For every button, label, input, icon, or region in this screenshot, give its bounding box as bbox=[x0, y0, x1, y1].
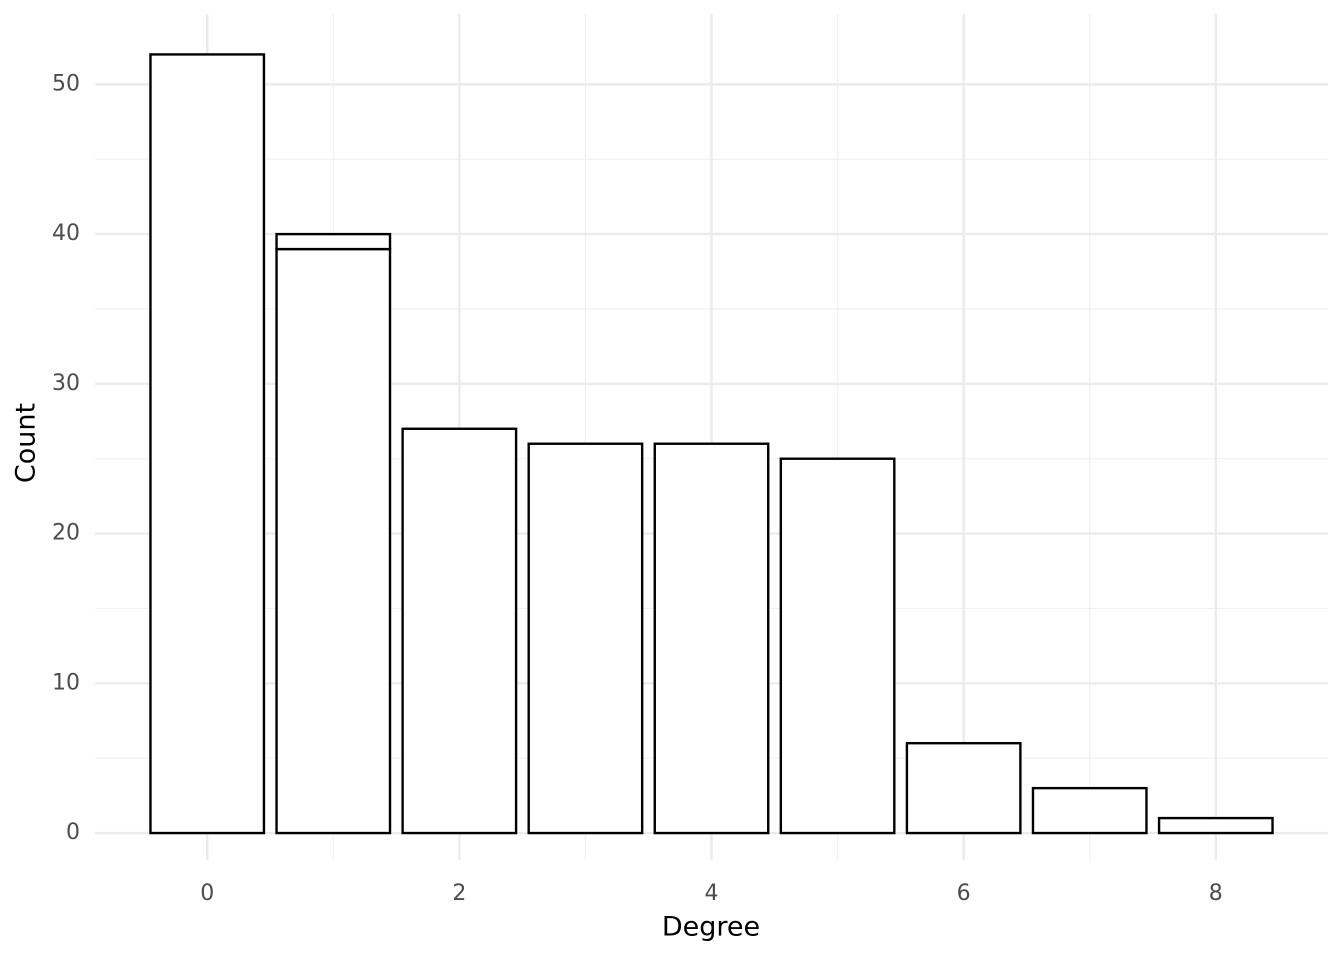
y-tick-label: 20 bbox=[52, 521, 80, 546]
x-axis-title: Degree bbox=[662, 912, 760, 943]
y-tick-label: 30 bbox=[52, 371, 80, 396]
bar bbox=[527, 442, 644, 835]
y-tick-label: 40 bbox=[52, 221, 80, 246]
bar bbox=[1157, 816, 1274, 835]
y-axis-title: Count bbox=[11, 403, 42, 483]
y-tick-label: 50 bbox=[52, 71, 80, 96]
x-tick-label: 2 bbox=[452, 881, 466, 906]
bar bbox=[905, 742, 1022, 835]
bar bbox=[275, 232, 392, 251]
bar bbox=[149, 53, 266, 835]
bar bbox=[779, 457, 896, 835]
y-tick-label: 0 bbox=[66, 820, 80, 845]
bar bbox=[401, 427, 518, 835]
bar bbox=[1031, 786, 1148, 835]
y-tick-label: 10 bbox=[52, 670, 80, 695]
bar bbox=[653, 442, 770, 835]
x-tick-label: 6 bbox=[957, 881, 971, 906]
x-tick-label: 8 bbox=[1209, 881, 1223, 906]
bar bbox=[275, 247, 392, 835]
x-tick-label: 4 bbox=[705, 881, 719, 906]
x-tick-label: 0 bbox=[200, 881, 214, 906]
